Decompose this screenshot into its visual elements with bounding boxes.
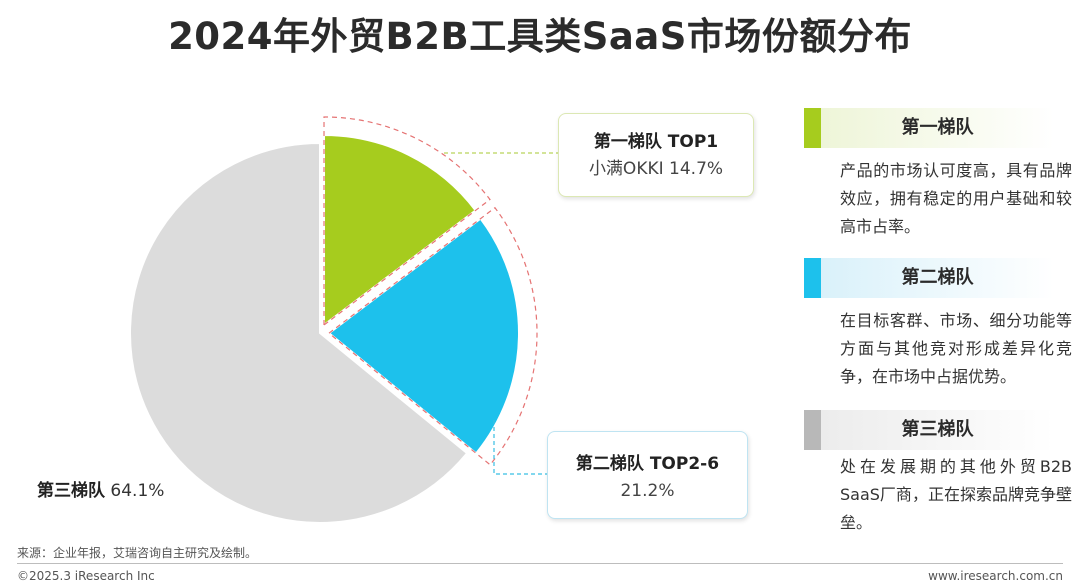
card-tier3-title: 第三梯队 [901,419,974,440]
copyright: ©2025.3 iResearch Inc [17,569,155,583]
card-tier2-desc: 在目标客群、市场、细分功能等方面与其他竞对形成差异化竞争，在市场中占据优势。 [840,311,1072,386]
card-tier1-bg [821,108,1054,148]
tier3-label: 第三梯队 64.1% [37,476,164,501]
callout-tier2: 第二梯队 TOP2-6 21.2% [547,431,748,519]
card-tier3-bg [821,410,1054,450]
card-tier1-accent [804,108,821,148]
card-tier2-title: 第二梯队 [901,267,974,288]
callout-tier1: 第一梯队 TOP1 小满OKKI 14.7% [558,113,754,197]
card-tier3-accent [804,410,821,450]
pie-slice-2 [327,217,520,455]
card-tier1-header: 第一梯队 [804,108,1054,148]
tier3-name: 第三梯队 [37,481,105,501]
card-tier2-header: 第二梯队 [804,258,1054,298]
card-tier2-accent [804,258,821,298]
chart-title: 2024年外贸B2B工具类SaaS市场份额分布 [168,15,912,58]
callout-tier2-head: 第二梯队 TOP2-6 [575,454,720,474]
card-tier2-bg [821,258,1054,298]
callout-tier2-value: 21.2% [620,481,675,501]
pie-slice-3 [129,141,469,524]
footer-divider [17,563,1063,564]
source-note: 来源：企业年报，艾瑞咨询自主研究及绘制。 [17,546,258,560]
tier3-value: 64.1% [110,481,165,501]
pie-slice-2-outline [328,206,538,466]
leader-line-tier2 [493,420,547,475]
card-tier1-title: 第一梯队 [901,117,974,138]
card-tier1-desc: 产品的市场认可度高，具有品牌效应，拥有稳定的用户基础和较高市占率。 [840,161,1072,236]
card-tier3-header: 第三梯队 [804,410,1054,450]
pie-slice-1 [323,133,477,327]
site-url: www.iresearch.com.cn [928,569,1063,583]
card-tier3-desc: 处在发展期的其他外贸B2B SaaS厂商，正在探索品牌竞争壁垒。 [840,457,1072,532]
callout-tier1-head: 第一梯队 TOP1 [593,132,719,152]
callout-tier1-value: 小满OKKI 14.7% [588,159,724,179]
